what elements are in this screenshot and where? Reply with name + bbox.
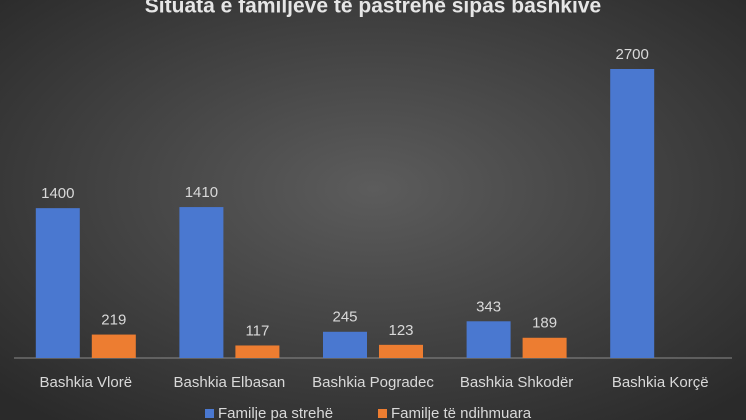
- x-tick-label: Bashkia Vlorë: [40, 374, 133, 391]
- x-tick-label: Bashkia Shkodër: [460, 374, 573, 391]
- chart-title: Situata e familjeve të pastrehë sipas ba…: [145, 0, 601, 18]
- bar: [35, 208, 80, 358]
- bar: [235, 345, 280, 358]
- bar: [522, 337, 567, 358]
- bar: [610, 69, 655, 358]
- data-label: 1400: [41, 185, 74, 202]
- data-label: 245: [332, 309, 357, 326]
- bar: [379, 344, 423, 358]
- legend-swatch: [205, 409, 214, 418]
- x-tick-label: Bashkia Korçë: [612, 374, 709, 391]
- legend-label: Familje të ndihmuara: [391, 405, 532, 420]
- bar: [466, 321, 511, 358]
- bar: [91, 334, 136, 358]
- x-tick-label: Bashkia Pogradec: [312, 374, 434, 391]
- x-tick-label: Bashkia Elbasan: [174, 374, 286, 391]
- data-label: 117: [245, 322, 269, 339]
- data-label: 1410: [185, 184, 218, 201]
- data-label: 123: [388, 322, 413, 339]
- data-label: 219: [101, 312, 126, 329]
- data-label: 343: [476, 298, 501, 315]
- data-label: 2700: [616, 46, 649, 63]
- bar: [179, 207, 224, 358]
- legend-label: Familje pa strehë: [218, 405, 333, 420]
- data-label: 189: [532, 315, 557, 332]
- bar: [323, 331, 367, 358]
- legend-swatch: [378, 409, 387, 418]
